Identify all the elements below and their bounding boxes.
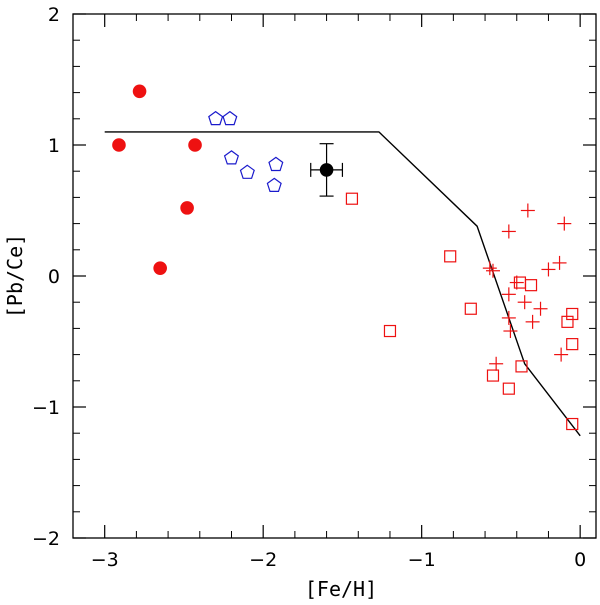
- y-tick-label: 2: [48, 4, 60, 26]
- red-plus-point: [489, 356, 504, 371]
- red-open-square-point: [566, 338, 579, 351]
- model-line-group: [104, 131, 581, 437]
- red-open-square-point: [502, 382, 515, 395]
- black-data-point: [319, 163, 334, 177]
- red-open-square-point: [566, 417, 579, 431]
- red-filled-circle-point: [153, 261, 167, 275]
- y-axis-title: [Pb/Ce]: [3, 234, 27, 318]
- y-tick-label: −1: [32, 397, 60, 419]
- plot-frame: [72, 13, 597, 539]
- axis-tick-labels: −3 −2 −1 0 −2 −1 0 1 2: [32, 4, 586, 571]
- x-tick-label: −1: [408, 549, 436, 571]
- red-plus-point: [554, 347, 569, 362]
- red-plus-point: [503, 324, 518, 339]
- y-tick-label: 0: [48, 266, 60, 288]
- y-tick-label: −2: [32, 528, 60, 550]
- red-plus-point: [501, 224, 516, 239]
- red-open-square-point: [566, 307, 579, 321]
- red-open-square-point: [524, 279, 538, 292]
- red-plus-point: [557, 216, 572, 231]
- red-open-square-point: [345, 192, 359, 205]
- blue-open-pentagon-point: [266, 177, 282, 192]
- red-open-square-point: [561, 315, 574, 328]
- blue-open-pentagon-point: [222, 110, 238, 126]
- red-filled-circle-point: [188, 138, 202, 152]
- red-plus-point: [509, 275, 524, 290]
- y-tick-label: 1: [48, 135, 60, 157]
- x-tick-label: 0: [574, 549, 586, 571]
- red-plus-point: [501, 310, 516, 325]
- red-plus-point: [533, 301, 548, 316]
- axis-ticks: [72, 13, 596, 539]
- red-open-square-point: [444, 250, 457, 263]
- red-plus-point: [541, 262, 556, 277]
- blue-open-pentagon-point: [208, 110, 224, 126]
- red-plus-point: [525, 314, 540, 329]
- red-plus-point: [485, 263, 500, 278]
- blue-open-pentagon-point: [223, 150, 240, 165]
- blue-open-pentagon-point: [268, 156, 284, 172]
- red-open-square-point: [486, 369, 500, 382]
- x-tick-label: −2: [249, 549, 277, 571]
- model-line: [104, 131, 581, 437]
- red-open-square-point: [383, 324, 397, 338]
- red-open-square-point: [515, 360, 528, 373]
- red-plus-point: [482, 261, 497, 276]
- red-plus-point: [517, 295, 532, 310]
- blue-open-pentagon-point: [239, 164, 255, 179]
- red-filled-circle-point: [132, 84, 147, 99]
- x-tick-label: −3: [91, 549, 119, 571]
- red-plus-point: [552, 255, 567, 270]
- red-open-square-point: [464, 302, 477, 315]
- data-marks: [112, 84, 579, 431]
- red-filled-circle-point: [112, 138, 126, 152]
- red-plus-point: [501, 287, 516, 302]
- red-plus-point: [520, 203, 535, 218]
- red-filled-circle-point: [180, 201, 194, 215]
- x-axis-title: [Fe/H]: [305, 577, 377, 601]
